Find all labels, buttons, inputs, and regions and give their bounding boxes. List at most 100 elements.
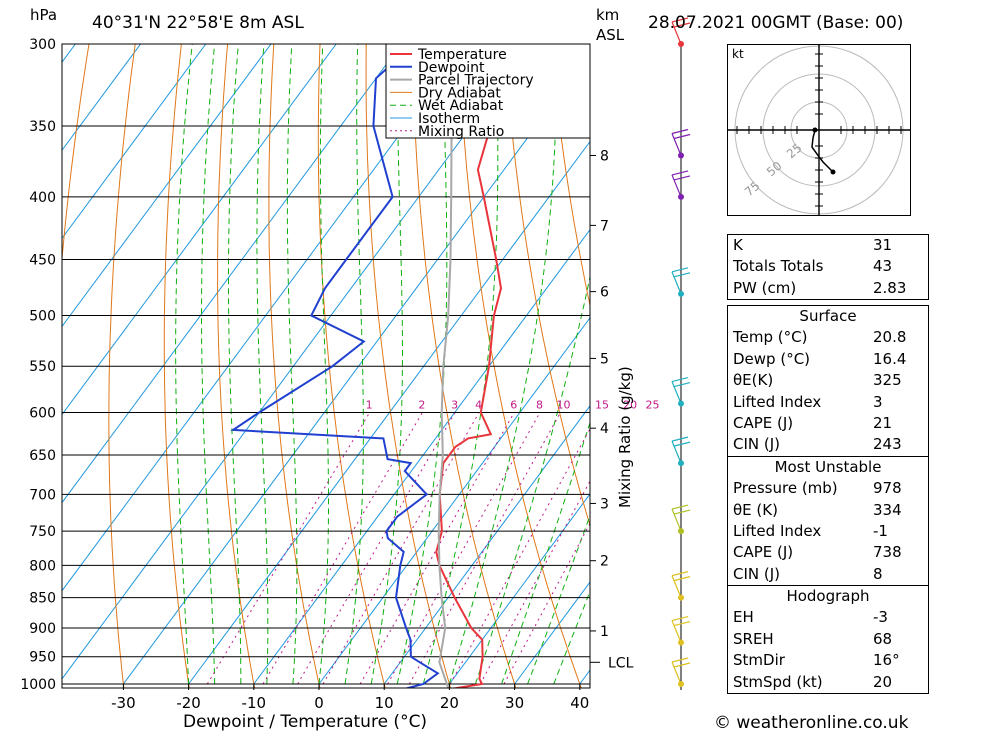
km-tick-label: 8	[600, 148, 609, 164]
wind-barb-flag	[673, 133, 691, 140]
surface-row: θE(K) 325	[728, 370, 928, 391]
mixing-ratio-label: 1	[366, 398, 373, 411]
surface-row-value: 243	[873, 435, 902, 454]
pressure-tick-label: 950	[29, 650, 56, 666]
mixing-ratio-label: 4	[475, 398, 482, 411]
wind-barb-flag	[671, 657, 689, 663]
hodograph-unit: kt	[732, 47, 744, 61]
wet-adiabat-line	[256, 44, 269, 685]
wind-barb-shaft	[671, 21, 682, 45]
wind-barb-flag	[671, 615, 689, 622]
k-index-value: 31	[873, 236, 893, 254]
isotherm-line	[188, 140, 590, 685]
legend-entry: Dry Adiabat	[418, 85, 501, 101]
wet-adiabat-line	[318, 44, 329, 685]
dry-adiabat-line	[108, 44, 136, 688]
isotherm-line	[62, 44, 402, 504]
surface-row-label: Dewp (°C)	[733, 349, 811, 368]
wet-adiabat-line	[286, 44, 298, 685]
km-tick-label: 3	[600, 496, 609, 512]
mixing-ratio-labels: 1 2 3 4 6 8 10 15 20 25	[366, 398, 660, 411]
temperature-tick-label: -30	[111, 694, 136, 712]
wind-barb-shaft	[671, 440, 682, 464]
copyright-text: © weatheronline.co.uk	[714, 713, 909, 733]
surface-row-value: 3	[873, 392, 883, 411]
isotherm-line	[0, 44, 10, 684]
wind-barb-flag	[671, 128, 689, 135]
isotherms	[0, 44, 590, 685]
km-tick-label: 7	[600, 218, 609, 234]
wind-barb-shaft	[671, 271, 682, 295]
isotherm-line	[62, 44, 337, 416]
wind-barb-flag	[673, 22, 691, 28]
pressure-tick-label: 450	[29, 253, 56, 269]
mixing-ratio-label: 8	[536, 398, 543, 411]
isotherm-line	[62, 44, 142, 152]
mixing-ratio-line	[387, 412, 541, 685]
wind-barb-flag	[673, 381, 691, 388]
wind-barb-shaft	[671, 661, 682, 685]
isotherm-line	[253, 228, 590, 685]
most-unstable-row-label: Lifted Index	[733, 521, 822, 540]
dry-adiabat-line	[163, 44, 190, 688]
plot-frame	[61, 43, 591, 689]
asl-unit-label: ASL	[596, 26, 625, 44]
mixing-ratio-line	[262, 412, 423, 685]
mixing-ratio-label: 15	[595, 398, 609, 411]
wind-barb-flag	[673, 441, 691, 447]
dry-adiabat-line	[217, 44, 256, 688]
isotherm-line	[62, 44, 272, 328]
most-unstable-row-value: 334	[873, 500, 902, 519]
location-title: 40°31'N 22°58'E 8m ASL	[92, 13, 304, 33]
wet-adiabat-line	[175, 44, 193, 685]
isobars	[62, 43, 590, 685]
series-line-temperature	[435, 44, 503, 688]
most-unstable-row: CIN (J) 8	[728, 564, 928, 585]
series-line-parcel-trajectory	[437, 44, 453, 688]
temperature-tick-label: 30	[505, 694, 524, 712]
indices-table: K 31 Totals Totals 43 PW (cm) 2.83	[727, 234, 929, 301]
wind-barb-shaft	[671, 575, 682, 598]
hodograph-row: StmSpd (kt) 20	[728, 672, 928, 693]
hodograph-row-label: EH	[733, 608, 754, 627]
pressure-tick-label: 650	[29, 448, 56, 464]
hodograph-row-label: StmSpd (kt)	[733, 672, 823, 691]
wind-barb-shaft	[671, 174, 682, 198]
sounding-series	[230, 44, 503, 688]
wind-barb-flag	[673, 175, 691, 181]
legend-entry: Wet Adiabat	[418, 98, 504, 114]
most-unstable-row-value: 978	[873, 479, 902, 498]
totals-label: Totals Totals	[733, 257, 824, 276]
hodograph-row-value: 20	[873, 672, 893, 691]
wind-barb-flag	[673, 509, 691, 515]
most-unstable-row: CAPE (J) 738	[728, 542, 928, 563]
surface-row-label: CAPE (J)	[733, 413, 794, 432]
pressure-tick-label: 500	[29, 309, 56, 325]
surface-row-label: CIN (J)	[733, 435, 781, 454]
wind-barb-flag	[671, 17, 689, 23]
dry-adiabat-line	[268, 44, 321, 688]
wind-barb-flag	[671, 571, 689, 577]
isotherm-line	[383, 405, 590, 685]
hodograph-row-value: 68	[873, 629, 893, 648]
wind-barb-shaft	[671, 508, 682, 532]
legend-entry: Mixing Ratio	[418, 124, 504, 140]
surface-row: CAPE (J) 21	[728, 413, 928, 434]
wind-barb-flag	[673, 620, 691, 627]
pressure-tick-label: 900	[29, 621, 56, 637]
wet-adiabat-line	[396, 44, 448, 685]
surface-row-label: Lifted Index	[733, 392, 822, 411]
hodograph-row-value: 16°	[873, 651, 900, 670]
wet-adiabat-line	[527, 514, 590, 685]
wind-barb-shaft	[671, 381, 682, 404]
mixing-ratio-line	[297, 412, 456, 685]
temperature-tick-label: 10	[375, 694, 394, 712]
totals-value: 43	[873, 257, 893, 276]
surface-title: Surface	[799, 307, 857, 325]
most-unstable-row-label: CAPE (J)	[733, 543, 794, 562]
temperature-tick-label: -20	[176, 694, 201, 712]
surface-row: Dewp (°C) 16.4	[728, 349, 928, 370]
mixing-ratio-label: 20	[623, 398, 637, 411]
k-index-label: K	[733, 236, 743, 254]
wet-adiabat-line	[553, 590, 590, 685]
